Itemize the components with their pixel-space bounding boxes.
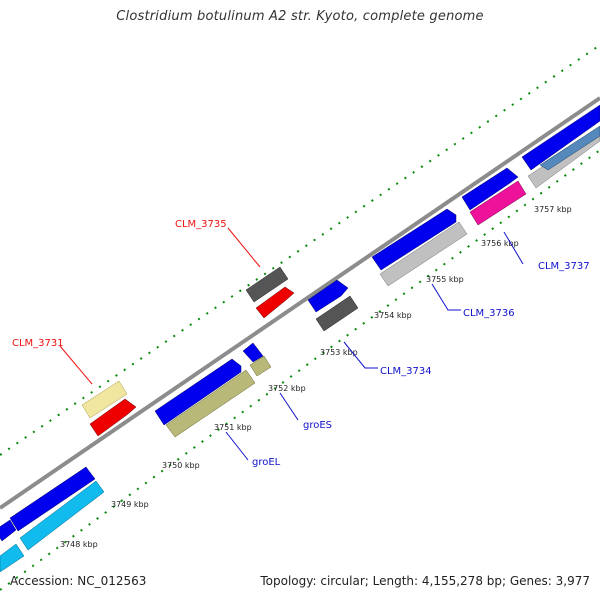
map-title: Clostridium botulinum A2 str. Kyoto, com…: [116, 9, 484, 24]
tick-label: 3757 kbp: [534, 205, 572, 214]
gene-label-groel: groEL: [252, 457, 281, 468]
tick-label: 3756 kbp: [481, 239, 519, 248]
light-gray-feature: [379, 221, 468, 287]
pale-yellow-feature: [81, 380, 128, 419]
genome-backbone: [0, 96, 600, 510]
tick-label: 3755 kbp: [426, 275, 464, 284]
tick-label: 3753 kbp: [320, 348, 358, 357]
red-feature: [255, 286, 295, 319]
red-feature: [89, 398, 137, 437]
cds-feature: [9, 466, 96, 532]
leader-line: [225, 431, 249, 461]
cds-feature: [0, 519, 17, 542]
gray-feature: [245, 266, 289, 303]
outer-dotted-ring: [0, 44, 600, 456]
cds-feature: [521, 104, 600, 171]
gene-label-clm-3737: CLM_3737: [538, 261, 590, 272]
gene-label-clm-3736: CLM_3736: [463, 308, 515, 319]
gene-labels: CLM_3731 CLM_3735 CLM_3737 CLM_3736 CLM_…: [12, 219, 590, 468]
leader-line: [503, 231, 524, 265]
tick-label: 3752 kbp: [268, 384, 306, 393]
leader-line: [431, 283, 461, 311]
leader-line: [227, 227, 261, 268]
gene-label-clm-3734: CLM_3734: [380, 366, 432, 377]
leader-line: [59, 345, 93, 385]
cyan-feature: [0, 543, 25, 573]
tick-label: 3751 kbp: [214, 423, 252, 432]
gene-label-groes: groES: [303, 420, 332, 431]
other-feature-tracks: [0, 125, 600, 573]
gene-label-clm-3735: CLM_3735: [175, 219, 227, 230]
steel-feature: [539, 125, 600, 171]
cds-feature: [242, 342, 264, 363]
cds-feature: [307, 279, 349, 313]
leader-line: [343, 341, 378, 369]
khaki-feature: [249, 355, 272, 377]
label-leader-lines: [59, 227, 524, 461]
tick-label: 3750 kbp: [162, 461, 200, 470]
genome-summary-text: Topology: circular; Length: 4,155,278 bp…: [260, 574, 590, 588]
accession-text: Accession: NC_012563: [10, 574, 147, 588]
inner-dotted-ring: [0, 149, 600, 591]
gray-feature: [315, 295, 359, 332]
cyan-feature: [19, 480, 105, 551]
cds-feature: [371, 208, 457, 271]
tick-label: 3754 kbp: [374, 311, 412, 320]
cds-feature: [461, 167, 519, 211]
tick-label: 3748 kbp: [60, 540, 98, 549]
cds-feature: [154, 358, 242, 426]
tick-labels: 3748 kbp 3749 kbp 3750 kbp 3751 kbp 3752…: [60, 205, 572, 549]
leader-line: [279, 392, 299, 421]
forward-strand-features: [0, 104, 600, 542]
pink-feature: [469, 180, 527, 226]
khaki-feature: [165, 369, 256, 438]
tick-label: 3749 kbp: [111, 500, 149, 509]
gene-label-clm-3731: CLM_3731: [12, 338, 64, 349]
